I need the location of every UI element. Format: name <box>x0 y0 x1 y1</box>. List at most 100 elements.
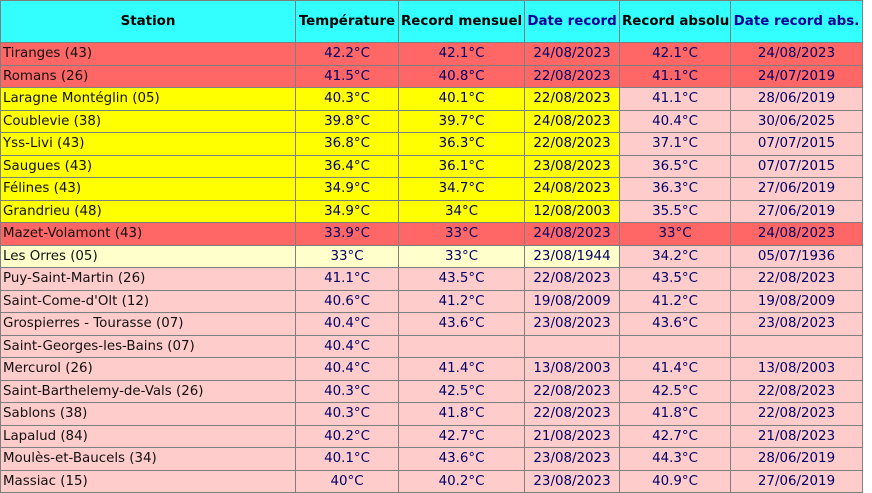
cell-date-record-abs: 19/08/2009 <box>730 289 863 313</box>
cell-temperature: 36.4°C <box>295 154 399 178</box>
cell-station: Yss-Livi (43) <box>0 132 296 156</box>
cell-date-record-abs: 24/08/2023 <box>730 42 863 66</box>
col-header-record-mensuel[interactable]: Record mensuel <box>398 0 525 43</box>
cell-temperature: 40°C <box>295 469 399 493</box>
cell-date-record: 23/08/1944 <box>524 244 620 268</box>
cell-date-record-abs: 23/08/2023 <box>730 312 863 336</box>
table-row: Lapalud (84) 40.2°C 42.7°C 21/08/2023 42.7°C… <box>0 424 863 448</box>
cell-date-record: 22/08/2023 <box>524 402 620 426</box>
cell-record-mensuel: 41.8°C <box>398 402 525 426</box>
cell-temperature: 39.8°C <box>295 109 399 133</box>
cell-date-record: 22/08/2023 <box>524 64 620 88</box>
cell-date-record-abs: 07/07/2015 <box>730 154 863 178</box>
table-row: Saint-Georges-les-Bains (07) 40.4°C <box>0 334 863 358</box>
table-row: Sablons (38) 40.3°C 41.8°C 22/08/2023 41.8°C… <box>0 402 863 426</box>
cell-record-mensuel: 41.2°C <box>398 289 525 313</box>
table-row: Laragne Montéglin (05) 40.3°C 40.1°C 22/08/… <box>0 87 863 111</box>
cell-record-absolu: 41.8°C <box>619 402 731 426</box>
cell-temperature: 41.5°C <box>295 64 399 88</box>
table-row: Tiranges (43) 42.2°C 42.1°C 24/08/2023 42.1°… <box>0 42 863 66</box>
table-row: Yss-Livi (43) 36.8°C 36.3°C 22/08/2023 37.1°… <box>0 132 863 156</box>
cell-record-mensuel: 34.7°C <box>398 177 525 201</box>
cell-record-absolu: 37.1°C <box>619 132 731 156</box>
cell-station: Massiac (15) <box>0 469 296 493</box>
table-row: Romans (26) 41.5°C 40.8°C 22/08/2023 41.1°C 2… <box>0 64 863 88</box>
cell-record-absolu: 40.4°C <box>619 109 731 133</box>
cell-record-absolu <box>619 334 731 358</box>
cell-record-absolu: 41.1°C <box>619 87 731 111</box>
cell-record-absolu: 33°C <box>619 222 731 246</box>
cell-date-record-abs: 21/08/2023 <box>730 424 863 448</box>
cell-date-record-abs <box>730 334 863 358</box>
cell-station: Saugues (43) <box>0 154 296 178</box>
cell-date-record: 23/08/2023 <box>524 447 620 471</box>
cell-temperature: 40.3°C <box>295 402 399 426</box>
cell-date-record-abs: 13/08/2003 <box>730 357 863 381</box>
cell-record-mensuel: 42.1°C <box>398 42 525 66</box>
col-header-date-record[interactable]: Date record <box>524 0 620 43</box>
cell-station: Grandrieu (48) <box>0 199 296 223</box>
table-row: Grandrieu (48) 34.9°C 34°C 12/08/2003 35.5°C… <box>0 199 863 223</box>
cell-date-record: 24/08/2023 <box>524 222 620 246</box>
cell-record-absolu: 36.3°C <box>619 177 731 201</box>
table-row: Moulès-et-Baucels (34) 40.1°C 43.6°C 23/08/… <box>0 447 863 471</box>
cell-record-mensuel: 43.6°C <box>398 312 525 336</box>
cell-record-absolu: 43.6°C <box>619 312 731 336</box>
cell-date-record: 24/08/2023 <box>524 42 620 66</box>
cell-station: Mazet-Volamont (43) <box>0 222 296 246</box>
cell-temperature: 36.8°C <box>295 132 399 156</box>
cell-temperature: 40.4°C <box>295 357 399 381</box>
cell-date-record-abs: 22/08/2023 <box>730 267 863 291</box>
cell-record-absolu: 44.3°C <box>619 447 731 471</box>
cell-record-mensuel: 42.5°C <box>398 379 525 403</box>
cell-station: Félines (43) <box>0 177 296 201</box>
cell-station: Mercurol (26) <box>0 357 296 381</box>
col-header-record-absolu[interactable]: Record absolu <box>619 0 731 43</box>
cell-date-record: 23/08/2023 <box>524 469 620 493</box>
cell-temperature: 40.6°C <box>295 289 399 313</box>
cell-date-record-abs: 27/06/2019 <box>730 199 863 223</box>
cell-station: Romans (26) <box>0 64 296 88</box>
cell-date-record-abs: 28/06/2019 <box>730 87 863 111</box>
cell-date-record: 22/08/2023 <box>524 379 620 403</box>
cell-date-record: 24/08/2023 <box>524 109 620 133</box>
table-row: Saugues (43) 36.4°C 36.1°C 23/08/2023 36.5°C… <box>0 154 863 178</box>
cell-record-mensuel: 33°C <box>398 244 525 268</box>
cell-temperature: 33°C <box>295 244 399 268</box>
cell-record-mensuel: 41.4°C <box>398 357 525 381</box>
col-header-temperature[interactable]: Température <box>295 0 399 43</box>
cell-date-record-abs: 27/06/2019 <box>730 469 863 493</box>
cell-station: Moulès-et-Baucels (34) <box>0 447 296 471</box>
cell-station: Tiranges (43) <box>0 42 296 66</box>
table-row: Félines (43) 34.9°C 34.7°C 24/08/2023 36.3°C… <box>0 177 863 201</box>
table-row: Saint-Come-d'Olt (12) 40.6°C 41.2°C 19/08/2… <box>0 289 863 313</box>
cell-station: Saint-Georges-les-Bains (07) <box>0 334 296 358</box>
cell-temperature: 41.1°C <box>295 267 399 291</box>
cell-temperature: 40.4°C <box>295 312 399 336</box>
cell-date-record-abs: 30/06/2025 <box>730 109 863 133</box>
cell-date-record-abs: 07/07/2015 <box>730 132 863 156</box>
cell-record-mensuel: 34°C <box>398 199 525 223</box>
cell-record-absolu: 40.9°C <box>619 469 731 493</box>
table-row: Grospierres - Tourasse (07) 40.4°C 43.6°C 2… <box>0 312 863 336</box>
cell-record-absolu: 42.7°C <box>619 424 731 448</box>
cell-date-record-abs: 24/08/2023 <box>730 222 863 246</box>
cell-date-record: 22/08/2023 <box>524 267 620 291</box>
table-row: Coublevie (38) 39.8°C 39.7°C 24/08/2023 40.4… <box>0 109 863 133</box>
cell-temperature: 40.2°C <box>295 424 399 448</box>
cell-record-mensuel: 36.3°C <box>398 132 525 156</box>
cell-date-record: 19/08/2009 <box>524 289 620 313</box>
cell-temperature: 42.2°C <box>295 42 399 66</box>
cell-record-absolu: 42.1°C <box>619 42 731 66</box>
col-header-station[interactable]: Station <box>0 0 296 43</box>
col-header-date-record-abs[interactable]: Date record abs. <box>730 0 863 43</box>
cell-station: Laragne Montéglin (05) <box>0 87 296 111</box>
cell-temperature: 33.9°C <box>295 222 399 246</box>
cell-record-absolu: 42.5°C <box>619 379 731 403</box>
cell-record-absolu: 34.2°C <box>619 244 731 268</box>
cell-temperature: 34.9°C <box>295 199 399 223</box>
cell-date-record <box>524 334 620 358</box>
cell-station: Lapalud (84) <box>0 424 296 448</box>
table-body: Tiranges (43) 42.2°C 42.1°C 24/08/2023 42.1°… <box>0 42 863 493</box>
table-row: Mazet-Volamont (43) 33.9°C 33°C 24/08/2023 3… <box>0 222 863 246</box>
